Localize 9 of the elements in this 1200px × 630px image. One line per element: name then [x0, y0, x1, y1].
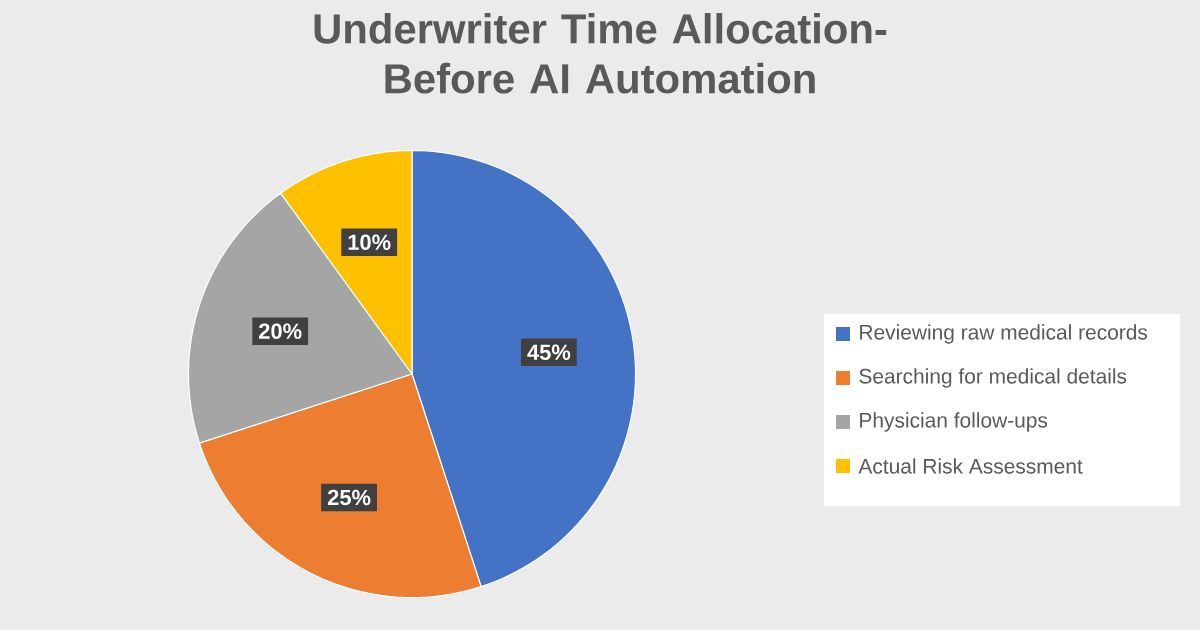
data-label: 10% — [348, 234, 391, 250]
legend-label: Searching for medical details — [859, 368, 1127, 388]
legend-label: Physician follow-ups — [860, 412, 1048, 432]
legend-label: Reviewing raw medical records — [860, 324, 1148, 344]
chart-title: Underwriter Time Allocation- Before AI Automation — [314, 13, 887, 94]
data-label: 25% — [327, 489, 371, 506]
data-label: 45% — [527, 344, 571, 361]
legend-label: Actual Risk Assessment — [858, 458, 1083, 474]
data-label: 20% — [259, 323, 302, 339]
